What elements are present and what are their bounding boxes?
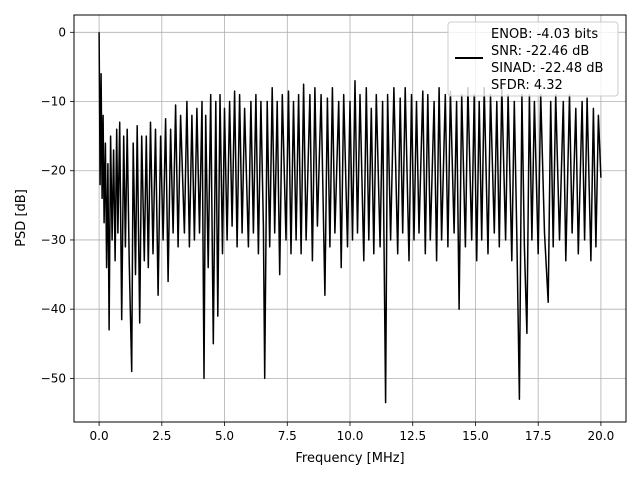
- x-axis-label: Frequency [MHz]: [295, 451, 404, 466]
- legend-snr: SNR: -22.46 dB: [491, 44, 589, 59]
- x-tick-label: 12.5: [399, 429, 426, 443]
- y-tick-label: −10: [41, 95, 66, 109]
- legend-enob: ENOB: -4.03 bits: [491, 27, 598, 42]
- x-axis-ticks: 0.0 2.5 5.0 7.5 10.0 12.5 15.0 17.5 20.0: [90, 422, 615, 443]
- x-tick-label: 15.0: [462, 429, 489, 443]
- y-tick-label: −40: [41, 302, 66, 316]
- y-tick-label: 0: [58, 25, 66, 39]
- x-tick-label: 5.0: [215, 429, 234, 443]
- legend-sinad: SINAD: -22.48 dB: [491, 61, 603, 76]
- psd-series-line: [98, 32, 602, 404]
- y-axis-label: PSD [dB]: [14, 189, 29, 247]
- legend-sfdr: SFDR: 4.32: [491, 78, 563, 93]
- x-tick-label: 7.5: [278, 429, 297, 443]
- x-tick-label: 2.5: [152, 429, 171, 443]
- x-tick-label: 10.0: [337, 429, 364, 443]
- y-tick-label: −20: [41, 164, 66, 178]
- legend-box: [447, 21, 619, 97]
- plot-area: [98, 32, 602, 404]
- y-tick-label: −30: [41, 233, 66, 247]
- x-tick-label: 0.0: [90, 429, 109, 443]
- x-tick-label: 17.5: [525, 429, 552, 443]
- y-tick-label: −50: [41, 371, 66, 385]
- legend: ENOB: -4.03 bits SNR: -22.46 dB SINAD: -…: [447, 21, 619, 97]
- y-axis-ticks: 0 −10 −20 −30 −40 −50: [41, 25, 74, 385]
- x-tick-label: 20.0: [588, 429, 615, 443]
